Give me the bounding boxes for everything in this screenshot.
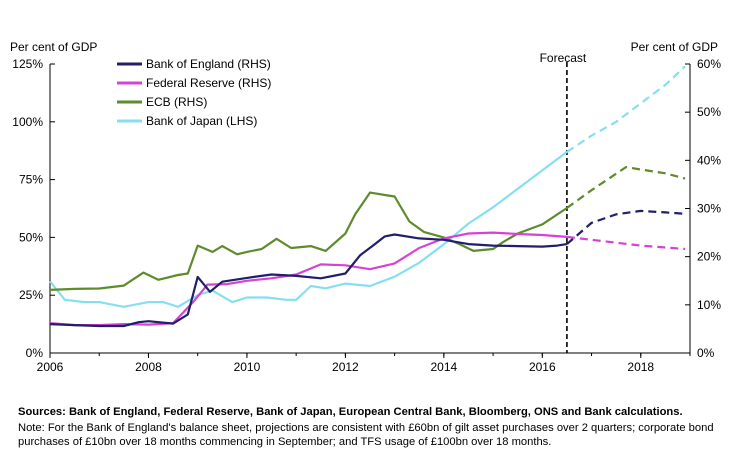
bank-of-japan-actual-line [49,151,568,308]
left-tick-label: 0% [26,346,44,360]
left-tick-label: 25% [19,288,43,302]
x-tick-label: 2016 [529,360,556,374]
balance-sheet-chart: 0% 25% 50% 75% 100% 125% 0% 10% 20% 30% 40% 50% 60% 2… [12,51,721,374]
left-tick-label: 100% [12,115,43,129]
left-tick-label: 75% [19,173,43,187]
x-tick-label: 2018 [627,360,654,374]
right-tick-label: 40% [697,153,721,167]
right-tick-label: 60% [697,57,721,71]
right-axis-title: Per cent of GDP [630,40,718,54]
right-tick-label: 50% [697,105,721,119]
legend-label: Federal Reserve (RHS) [146,76,271,90]
legend-label: Bank of England (RHS) [146,57,271,71]
federal-reserve-forecast-line [566,235,686,251]
bank-of-japan-forecast-line [566,65,686,153]
right-tick-label: 0% [697,346,715,360]
legend-label: Bank of Japan (LHS) [146,114,257,128]
federal-reserve-actual-line [49,231,567,327]
right-tick-label: 30% [697,202,721,216]
bank-of-england-forecast-line [566,209,686,245]
sources-text: Sources: Bank of England, Federal Reserv… [18,406,683,418]
left-tick-label: 50% [19,230,43,244]
x-tick-label: 2014 [430,360,457,374]
x-tick-label: 2008 [135,360,162,374]
x-tick-label: 2010 [234,360,261,374]
forecast-label: Forecast [540,51,587,65]
note-text: Note: For the Bank of England's balance … [18,422,714,448]
left-tick-label: 125% [12,57,43,71]
chart-ticks: 0% 25% 50% 75% 100% 125% 0% 10% 20% 30% 40% 50% 60% 2… [12,51,721,374]
right-tick-label: 10% [697,298,721,312]
legend-label: ECB (RHS) [146,95,207,109]
chart-legend: Bank of England (RHS) Federal Reserve (RH… [117,57,271,128]
right-tick-label: 20% [697,250,721,264]
chart-lines [49,65,686,328]
ecb-forecast-line [566,165,686,209]
chart-footer: Sources: Bank of England, Federal Reserv… [18,405,743,449]
bank-of-england-actual-line [49,233,568,328]
left-axis-title: Per cent of GDP [10,40,98,54]
ecb-actual-line [49,191,568,291]
x-tick-label: 2006 [37,360,64,374]
x-tick-label: 2012 [332,360,359,374]
